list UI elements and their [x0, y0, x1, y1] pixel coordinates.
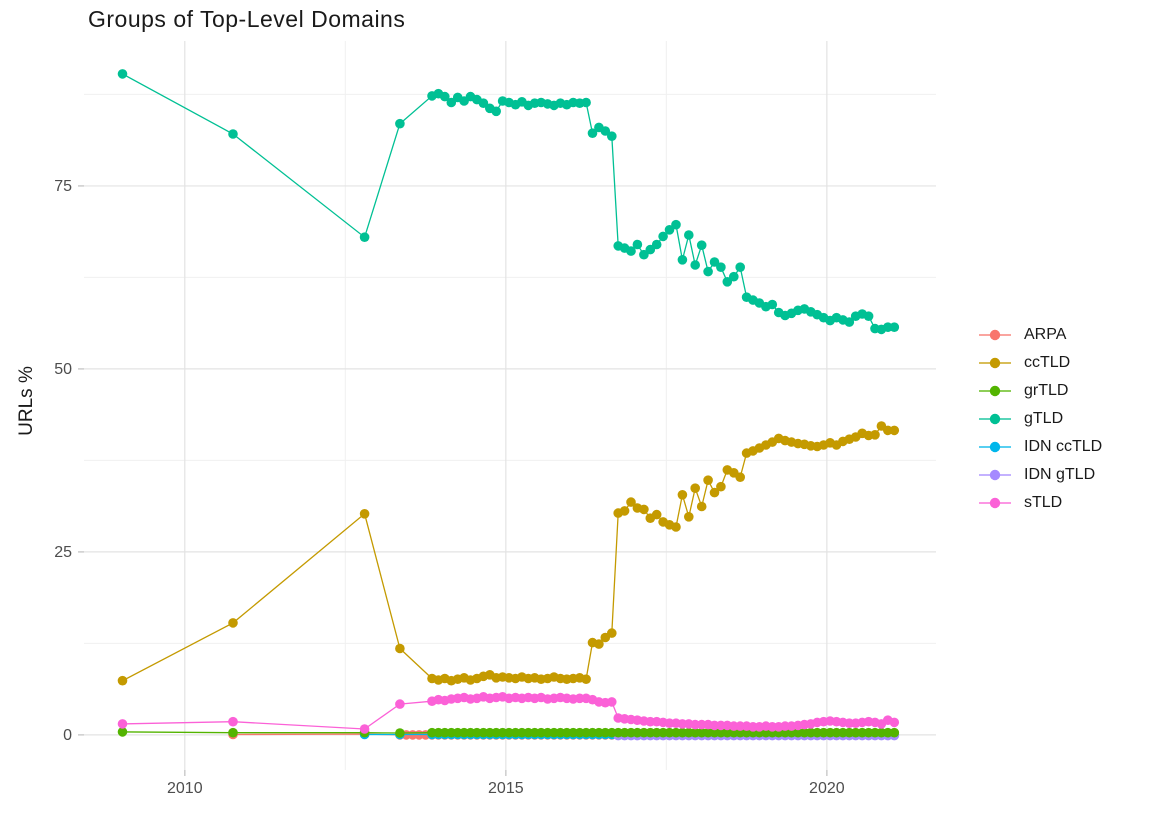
- y-tick-label-50: 50: [54, 361, 72, 378]
- y-tick-label-0: 0: [63, 727, 72, 744]
- legend-item-idn-gtld: IDN gTLD: [978, 461, 1102, 489]
- series-cctld: [117, 421, 900, 686]
- legend-label: grTLD: [1024, 382, 1069, 399]
- legend-item-arpa: ARPA: [978, 321, 1102, 349]
- series-grtld: [117, 727, 900, 738]
- legend-label: IDN gTLD: [1024, 466, 1096, 483]
- legend-item-gtld: gTLD: [978, 405, 1102, 433]
- legend-label: IDN ccTLD: [1024, 438, 1103, 455]
- legend-label: sTLD: [1024, 494, 1063, 511]
- legend-key-icon: [979, 469, 1011, 481]
- legend-label: ccTLD: [1024, 354, 1071, 371]
- legend-item-stld: sTLD: [978, 489, 1102, 517]
- legend-item-cctld: ccTLD: [978, 349, 1102, 377]
- legend-item-idn-cctld: IDN ccTLD: [978, 433, 1102, 461]
- series-stld: [117, 692, 900, 734]
- gridlines: [84, 41, 936, 770]
- legend-key-icon: [979, 329, 1011, 341]
- legend: ARPA ccTLD grTLD gTLD IDN ccTLD IDN gTLD sTLD: [978, 321, 1102, 517]
- series-gtld: [117, 69, 900, 335]
- legend-label: ARPA: [1024, 326, 1067, 343]
- chart-title: Groups of Top-Level Domains: [88, 6, 406, 32]
- x-tick-label-2015: 2015: [488, 780, 524, 797]
- legend-key-icon: [979, 385, 1011, 397]
- legend-label: gTLD: [1024, 410, 1064, 427]
- legend-key-icon: [979, 441, 1011, 453]
- y-tick-label-25: 25: [54, 544, 72, 561]
- axes: 2010 2015 2020 0 25 50 75: [54, 178, 845, 797]
- legend-item-grtld: grTLD: [978, 377, 1102, 405]
- legend-key-icon: [979, 413, 1011, 425]
- y-tick-label-75: 75: [54, 178, 72, 195]
- legend-key-icon: [979, 357, 1011, 369]
- y-axis-title: URLs %: [16, 366, 37, 436]
- x-tick-label-2010: 2010: [167, 780, 203, 797]
- legend-key-icon: [979, 497, 1011, 509]
- x-tick-label-2020: 2020: [809, 780, 845, 797]
